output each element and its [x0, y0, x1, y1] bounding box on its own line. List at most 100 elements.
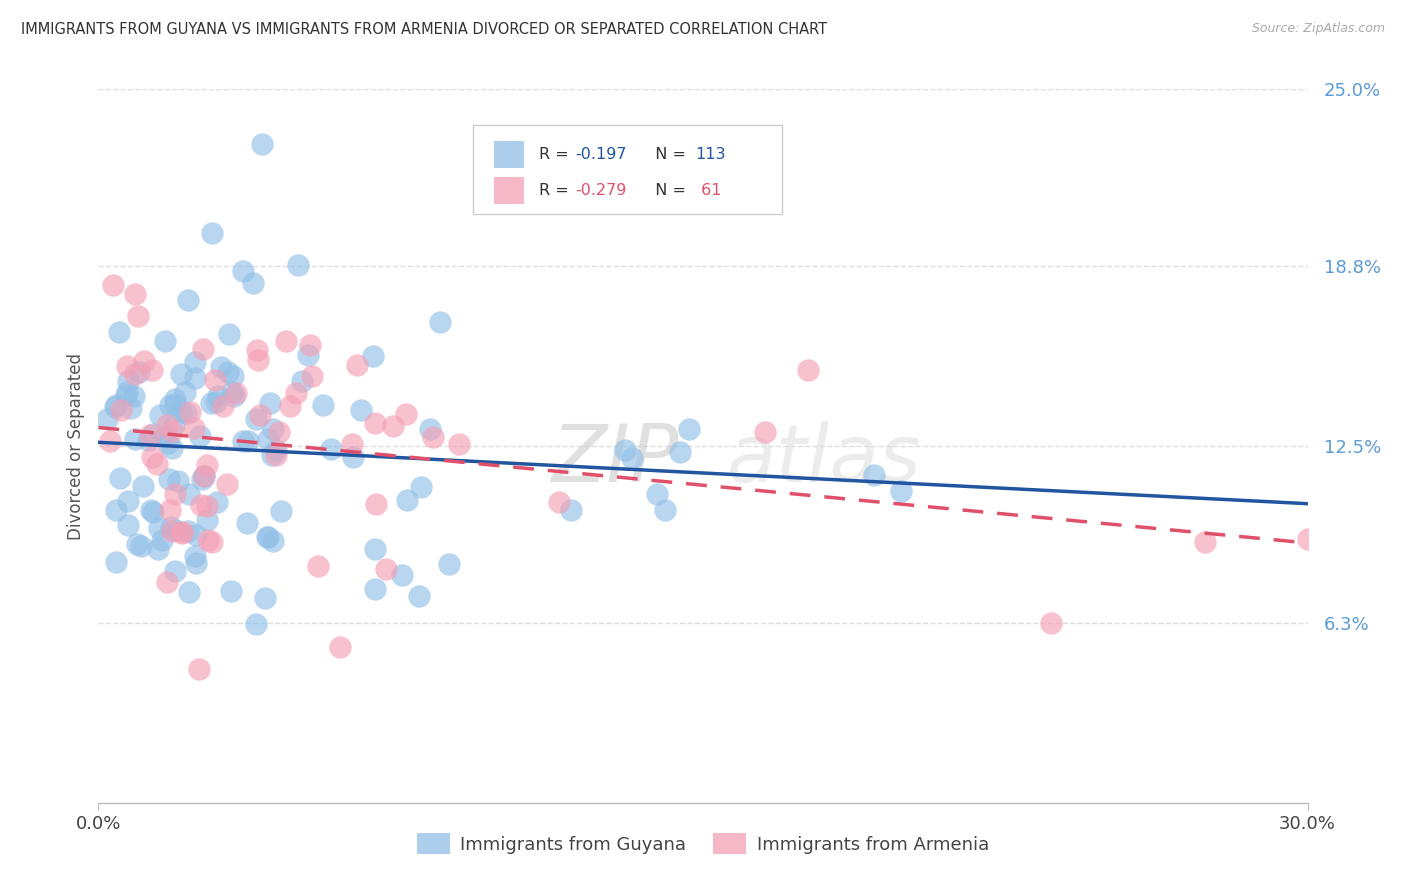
Point	[105, 555, 128, 569]
Point	[340, 437, 363, 451]
Point	[127, 309, 149, 323]
Point	[312, 398, 335, 412]
Point	[159, 503, 181, 517]
Point	[191, 472, 214, 486]
Point	[259, 396, 281, 410]
Point	[141, 362, 163, 376]
Point	[437, 557, 460, 571]
Point	[115, 388, 138, 402]
Point	[124, 287, 146, 301]
Point	[162, 524, 184, 538]
Point	[375, 562, 398, 576]
Point	[96, 412, 118, 426]
Text: N =: N =	[645, 147, 692, 162]
Point	[381, 418, 404, 433]
Y-axis label: Divorced or Separated: Divorced or Separated	[66, 352, 84, 540]
Point	[245, 412, 267, 426]
Point	[232, 264, 254, 278]
Point	[155, 575, 177, 590]
Point	[200, 396, 222, 410]
Point	[174, 406, 197, 420]
Point	[124, 367, 146, 381]
Point	[163, 417, 186, 432]
Point	[307, 558, 329, 573]
Point	[219, 584, 242, 599]
Point	[257, 530, 280, 544]
Point	[160, 425, 183, 439]
Point	[170, 526, 193, 541]
FancyBboxPatch shape	[494, 141, 524, 169]
Point	[146, 541, 169, 556]
Text: -0.279: -0.279	[575, 183, 626, 198]
Point	[863, 468, 886, 483]
Point	[329, 640, 352, 654]
Point	[201, 535, 224, 549]
Point	[188, 662, 211, 676]
Point	[280, 399, 302, 413]
Text: 113: 113	[696, 147, 727, 162]
Point	[134, 354, 156, 368]
Point	[125, 537, 148, 551]
Point	[153, 334, 176, 349]
Point	[163, 565, 186, 579]
Point	[422, 430, 444, 444]
Point	[654, 503, 676, 517]
Point	[160, 520, 183, 534]
Point	[235, 516, 257, 531]
Point	[157, 472, 180, 486]
Point	[246, 352, 269, 367]
Point	[221, 385, 243, 400]
Point	[108, 325, 131, 339]
Point	[209, 360, 232, 375]
Point	[284, 386, 307, 401]
Point	[120, 401, 142, 416]
Point	[117, 374, 139, 388]
Point	[256, 432, 278, 446]
Point	[212, 400, 235, 414]
Point	[163, 397, 186, 411]
Point	[163, 523, 186, 537]
Point	[225, 385, 247, 400]
Point	[142, 427, 165, 442]
Point	[346, 358, 368, 372]
Point	[139, 503, 162, 517]
Point	[146, 457, 169, 471]
Point	[156, 436, 179, 450]
Point	[184, 556, 207, 570]
Point	[1194, 534, 1216, 549]
Point	[291, 374, 314, 388]
Text: N =: N =	[645, 183, 692, 198]
Point	[221, 368, 243, 383]
Point	[797, 363, 820, 377]
Point	[395, 407, 418, 421]
Point	[188, 428, 211, 442]
Point	[169, 405, 191, 419]
Point	[159, 398, 181, 412]
Point	[117, 359, 139, 373]
Point	[117, 518, 139, 533]
Point	[614, 443, 637, 458]
Point	[349, 403, 371, 417]
Point	[366, 497, 388, 511]
Text: 61: 61	[696, 183, 721, 198]
Point	[142, 505, 165, 519]
Point	[167, 474, 190, 488]
Point	[149, 408, 172, 422]
Text: R =: R =	[538, 183, 574, 198]
Point	[139, 428, 162, 442]
Point	[267, 425, 290, 440]
Point	[256, 530, 278, 544]
Point	[298, 338, 321, 352]
Point	[179, 585, 201, 599]
Point	[215, 477, 238, 491]
Point	[165, 487, 187, 501]
Point	[104, 398, 127, 412]
Point	[250, 137, 273, 152]
Point	[195, 513, 218, 527]
Point	[141, 450, 163, 465]
Point	[177, 487, 200, 501]
Point	[131, 479, 153, 493]
Point	[195, 458, 218, 472]
Point	[117, 494, 139, 508]
Point	[153, 428, 176, 442]
